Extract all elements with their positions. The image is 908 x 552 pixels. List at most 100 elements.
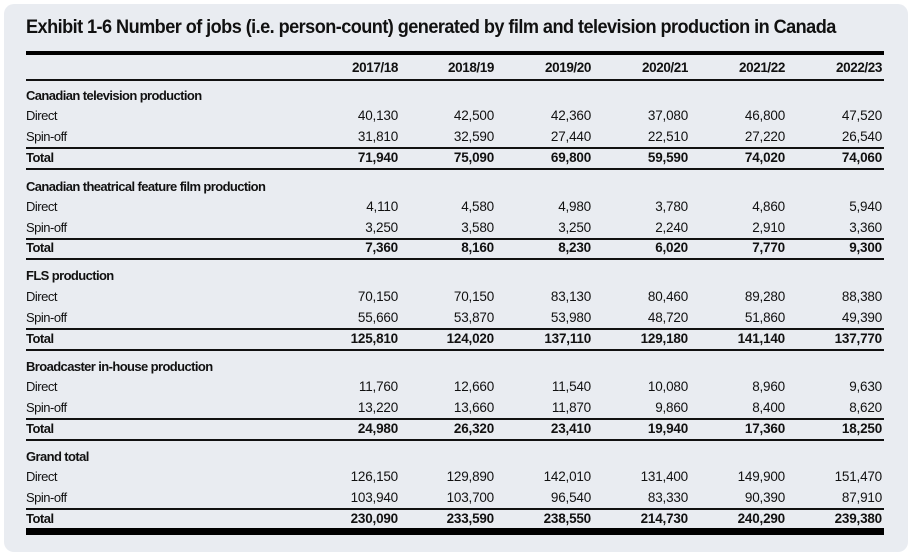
row-label: Spin-off [26, 310, 67, 325]
table-cell: 4,980 [558, 199, 591, 214]
table-cell: 96,540 [550, 490, 591, 505]
column-header: 2022/23 [836, 60, 882, 75]
row-label: Total [26, 331, 54, 346]
table-cell: 48,720 [647, 310, 688, 325]
exhibit-card [4, 4, 908, 552]
table-row-direct: Direct 11,760 12,660 11,540 10,080 8,960… [26, 377, 884, 397]
table-cell: 31,810 [357, 129, 398, 144]
table-cell: 46,800 [744, 108, 785, 123]
table-cell: 75,090 [453, 150, 494, 165]
table-cell: 12,660 [453, 379, 494, 394]
table-cell: 2,910 [752, 220, 785, 235]
row-label: Spin-off [26, 400, 67, 415]
table-cell: 13,220 [357, 400, 398, 415]
table-cell: 103,940 [350, 490, 399, 505]
column-header: 2019/20 [545, 60, 591, 75]
table-cell: 3,250 [558, 220, 591, 235]
table-cell: 87,910 [841, 490, 882, 505]
row-label: Direct [26, 108, 57, 123]
exhibit-title: Exhibit 1-6 Number of jobs (i.e. person-… [26, 16, 836, 38]
table-row-spinoff: Spin-off 55,660 53,870 53,980 48,720 51,… [26, 308, 884, 328]
section-title: Broadcaster in-house production [26, 359, 213, 374]
table-cell: 239,380 [834, 511, 883, 526]
table-row-grand-total: Total 230,090 233,590 238,550 214,730 24… [26, 509, 884, 529]
section-title-row: Grand total [26, 447, 884, 467]
table-cell: 53,980 [550, 310, 591, 325]
section-title: Canadian theatrical feature film product… [26, 179, 266, 194]
table-cell: 11,870 [551, 400, 591, 415]
table-cell: 42,360 [550, 108, 591, 123]
column-header: 2021/22 [739, 60, 785, 75]
row-label: Total [26, 240, 54, 255]
table-cell: 142,010 [543, 469, 592, 484]
section-title-row: Canadian television production [26, 86, 884, 106]
table-cell: 9,630 [849, 379, 882, 394]
table-cell: 137,110 [544, 331, 591, 346]
table-cell: 2,240 [655, 220, 688, 235]
table-row-spinoff: Spin-off 103,940 103,700 96,540 83,330 9… [26, 488, 884, 508]
row-label: Spin-off [26, 220, 67, 235]
table-cell: 90,390 [744, 490, 785, 505]
table-cell: 70,150 [357, 289, 398, 304]
table-cell: 55,660 [357, 310, 398, 325]
section-title: Grand total [26, 449, 89, 464]
column-header: 2017/18 [352, 60, 398, 75]
table-cell: 3,250 [365, 220, 398, 235]
table-cell: 51,860 [744, 310, 785, 325]
table-cell: 214,730 [640, 511, 689, 526]
table-cell: 151,470 [834, 469, 883, 484]
row-label: Direct [26, 199, 57, 214]
total-rule-bottom [26, 349, 884, 351]
table-row-total: Total 24,980 26,320 23,410 19,940 17,360… [26, 419, 884, 439]
table-cell: 83,330 [647, 490, 688, 505]
table-cell: 22,510 [647, 129, 688, 144]
total-rule-top [26, 418, 884, 420]
table-cell: 89,280 [744, 289, 785, 304]
table-cell: 27,220 [744, 129, 785, 144]
table-cell: 6,020 [655, 240, 688, 255]
table-cell: 9,300 [849, 240, 882, 255]
table-cell: 137,770 [834, 331, 883, 346]
table-cell: 11,760 [358, 379, 398, 394]
table-cell: 19,940 [647, 421, 688, 436]
table-row-spinoff: Spin-off 31,810 32,590 27,440 22,510 27,… [26, 127, 884, 147]
table-cell: 17,360 [744, 421, 785, 436]
table-row-spinoff: Spin-off 3,250 3,580 3,250 2,240 2,910 3… [26, 218, 884, 238]
table-cell: 8,230 [558, 240, 591, 255]
table-cell: 11,540 [551, 379, 591, 394]
table-row-total: Total 125,810 124,020 137,110 129,180 14… [26, 329, 884, 349]
table-cell: 149,900 [737, 469, 786, 484]
table-cell: 7,770 [752, 240, 785, 255]
total-rule-bottom [26, 439, 884, 441]
table-cell: 240,290 [737, 511, 786, 526]
column-header: 2018/19 [448, 60, 494, 75]
table-cell: 230,090 [350, 511, 399, 526]
row-label: Direct [26, 289, 57, 304]
table-cell: 23,410 [550, 421, 591, 436]
table-cell: 233,590 [446, 511, 495, 526]
row-label: Direct [26, 379, 57, 394]
table-cell: 88,380 [841, 289, 882, 304]
table-cell: 238,550 [543, 511, 592, 526]
section-title: FLS production [26, 268, 114, 283]
table-cell: 71,940 [357, 150, 398, 165]
section-title: Canadian television production [26, 88, 202, 103]
table-cell: 9,860 [655, 400, 688, 415]
table-cell: 129,180 [640, 331, 689, 346]
row-label: Total [26, 511, 54, 526]
table-cell: 4,580 [461, 199, 494, 214]
table-row-direct: Direct 70,150 70,150 83,130 80,460 89,28… [26, 287, 884, 307]
table-cell: 103,700 [446, 490, 495, 505]
table-cell: 3,580 [461, 220, 494, 235]
total-rule-bottom [26, 168, 884, 170]
table-cell: 70,150 [453, 289, 494, 304]
table-bottom-rule [26, 528, 884, 535]
table-cell: 40,130 [357, 108, 398, 123]
table-cell: 26,320 [453, 421, 494, 436]
table-cell: 59,590 [647, 150, 688, 165]
table-cell: 8,400 [752, 400, 785, 415]
table-cell: 10,080 [647, 379, 688, 394]
section-title-row: Canadian theatrical feature film product… [26, 177, 884, 197]
table-cell: 74,020 [744, 150, 785, 165]
column-header: 2020/21 [642, 60, 688, 75]
